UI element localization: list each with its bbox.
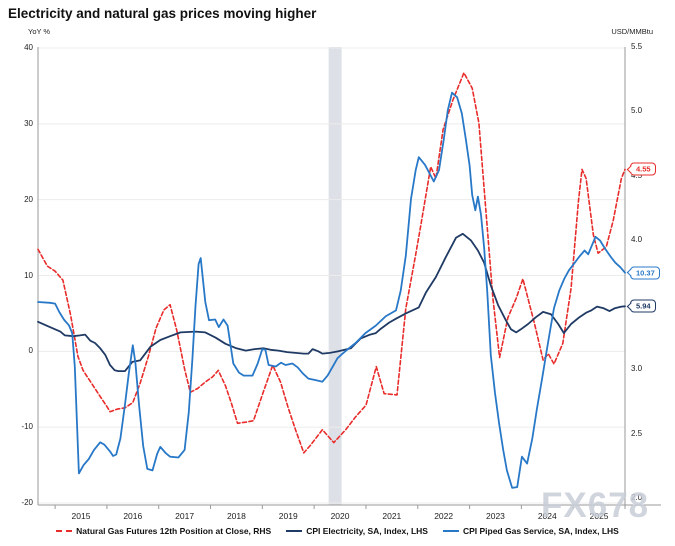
callout-cpi-electricity: 5.94: [626, 299, 656, 313]
right-axis-tick-label: 5.5: [631, 42, 643, 51]
right-axis-tick-label: 2.0: [631, 493, 643, 502]
chart-title: Electricity and natural gas prices movin…: [8, 6, 317, 21]
left-axis-tick-label: 10: [24, 270, 33, 280]
right-axis-tick-label: 2.5: [631, 428, 643, 438]
x-axis-year-label: 2023: [486, 511, 505, 521]
legend-solid-line-icon: [286, 530, 303, 532]
x-axis-year-label: 2022: [434, 511, 454, 521]
fx678-watermark: FX678: [541, 486, 650, 525]
legend-label: Natural Gas Futures 12th Position at Clo…: [76, 526, 272, 536]
callout-cpi-piped-gas: 10.37: [626, 266, 660, 280]
left-axis-tick-label: 0: [28, 346, 33, 356]
legend-item: CPI Piped Gas Service, SA, Index, LHS: [442, 526, 619, 536]
right-axis-tick-label: 3.0: [631, 364, 643, 374]
series-line-cpi-piped-gas: [37, 91, 626, 489]
x-axis-year-label: 2015: [71, 511, 91, 521]
x-axis-year-label: 2020: [330, 511, 350, 521]
legend-solid-line-icon: [442, 530, 459, 532]
left-axis-tick-label: 30: [24, 118, 33, 128]
x-axis-year-label: 2021: [382, 511, 402, 521]
x-axis-year-label: 2024: [537, 511, 557, 521]
x-axis-year-label: 2025: [589, 511, 609, 521]
left-axis-tick-label: 40: [24, 43, 33, 52]
left-axis-tick-label: -10: [21, 422, 33, 432]
x-axis-year-label: 2019: [278, 511, 298, 521]
legend-dashed-line-icon: [56, 530, 73, 532]
left-axis-tick-label: 20: [24, 194, 33, 204]
x-axis-year-label: 2017: [175, 511, 195, 521]
legend-label: CPI Electricity, SA, Index, LHS: [306, 526, 428, 536]
right-axis-tick-label: 5.0: [631, 106, 643, 116]
chart-legend: Natural Gas Futures 12th Position at Clo…: [0, 526, 675, 536]
callout-natural-gas-futures: 4.55: [626, 162, 656, 176]
right-axis-unit-label: USD/MMBtu: [611, 27, 653, 36]
series-line-cpi-electricity: [37, 232, 626, 373]
legend-label: CPI Piped Gas Service, SA, Index, LHS: [462, 526, 619, 536]
legend-item: CPI Electricity, SA, Index, LHS: [286, 526, 428, 536]
x-axis-year-label: 2018: [226, 511, 246, 521]
x-axis-year-label: 2016: [123, 511, 143, 521]
right-axis-tick-label: 4.0: [631, 235, 643, 245]
left-axis-tick-label: -20: [21, 498, 33, 507]
left-axis-unit-label: YoY %: [28, 27, 51, 36]
legend-item: Natural Gas Futures 12th Position at Clo…: [56, 526, 271, 536]
